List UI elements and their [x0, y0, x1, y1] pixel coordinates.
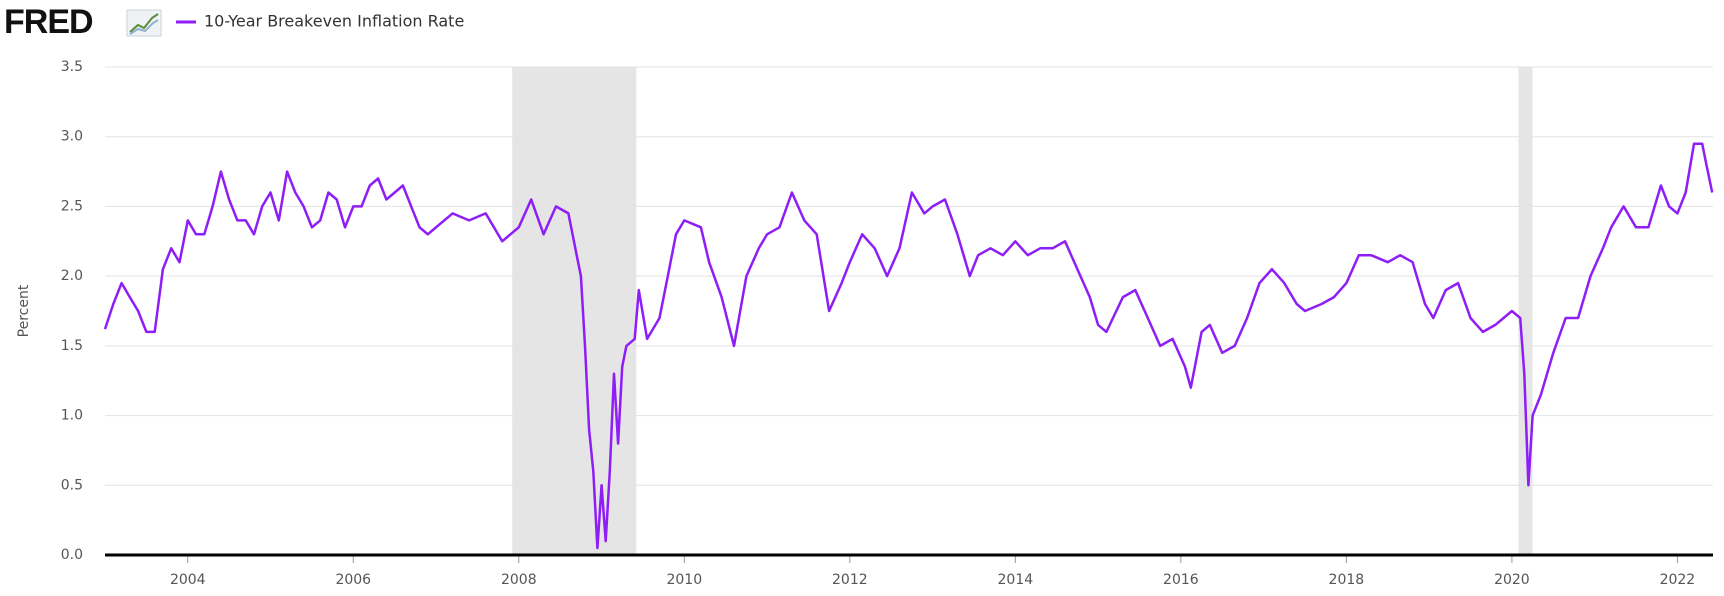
y-axis-label: Percent [16, 284, 32, 337]
x-tick-label: 2016 [1163, 572, 1199, 588]
y-tick-label: 1.0 [61, 408, 83, 424]
x-tick-label: 2014 [998, 572, 1034, 588]
recession-shade [1518, 67, 1533, 555]
y-tick-label: 1.5 [61, 338, 83, 354]
x-tick-label: 2012 [832, 572, 868, 588]
logo-icon [126, 9, 162, 37]
y-tick-label: 0.0 [61, 547, 83, 563]
x-tick-label: 2006 [335, 572, 371, 588]
y-tick-label: 3.5 [61, 59, 83, 75]
data-line [103, 142, 1714, 550]
logo: FRED [4, 3, 93, 41]
x-tick-label: 2008 [501, 572, 537, 588]
x-tick-label: 2022 [1660, 572, 1696, 588]
x-tick-label: 2010 [666, 572, 702, 588]
x-tick-label: 2004 [170, 572, 206, 588]
y-tick-label: 2.5 [61, 198, 83, 214]
y-tick-label: 3.0 [61, 129, 83, 145]
recession-shade [512, 67, 637, 555]
x-tick-label: 2018 [1329, 572, 1365, 588]
y-tick-label: 2.0 [61, 268, 83, 284]
y-tick-label: 0.5 [61, 477, 83, 493]
x-tick-label: 2020 [1494, 572, 1530, 588]
legend-label: 10-Year Breakeven Inflation Rate [204, 12, 464, 31]
